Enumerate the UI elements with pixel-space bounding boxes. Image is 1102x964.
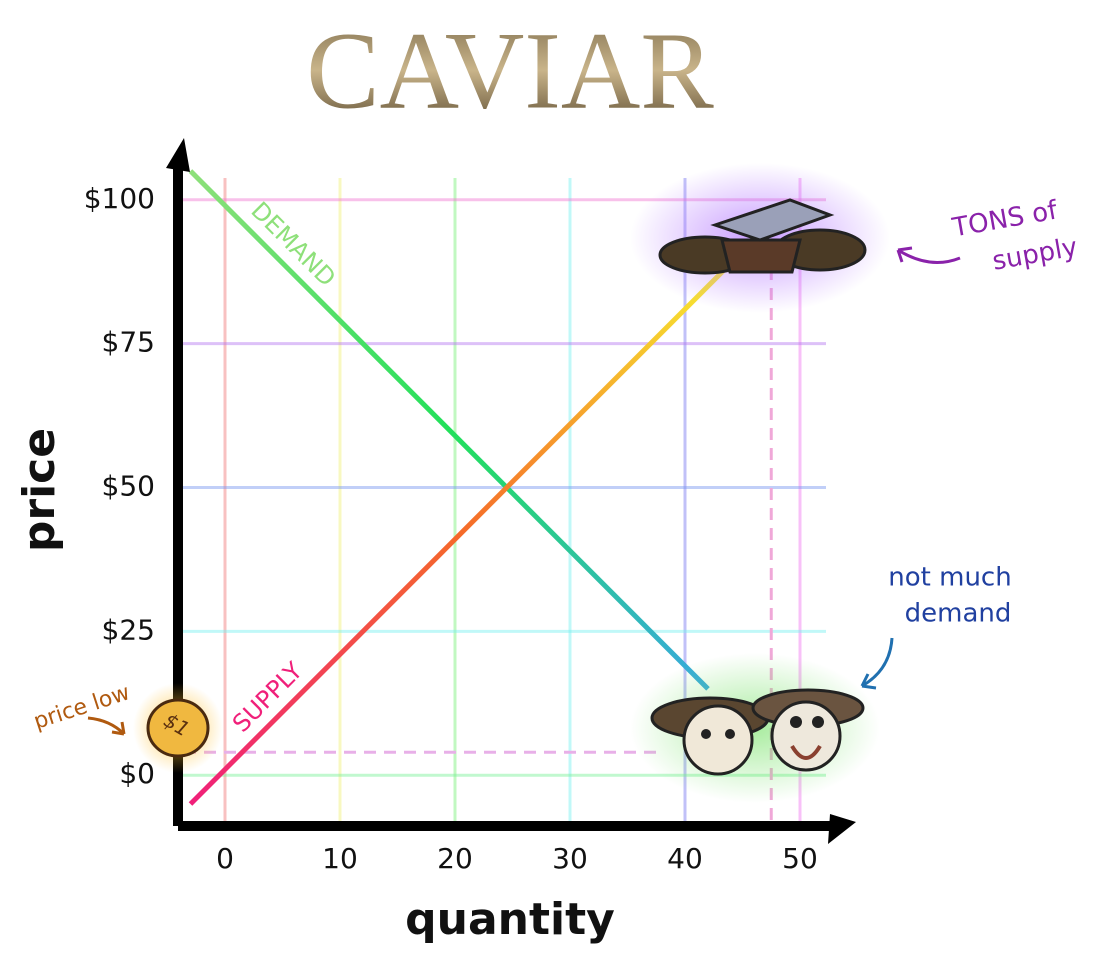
supply-note: TONS of xyxy=(949,195,1060,243)
x-tick-label: 0 xyxy=(216,842,234,875)
y-tick-label: $0 xyxy=(119,757,155,790)
x-tick-label: 50 xyxy=(782,842,818,875)
y-tick-label: $75 xyxy=(102,326,155,359)
series-label: DEMAND xyxy=(246,196,342,292)
demand-note: demand xyxy=(905,599,1012,629)
chart-title: CAVIAR xyxy=(306,9,714,131)
x-tick-label: 40 xyxy=(667,842,703,875)
arrow xyxy=(87,716,126,736)
x-tick-label: 10 xyxy=(322,842,358,875)
series-line xyxy=(188,169,710,691)
y-tick-label: $100 xyxy=(84,182,155,215)
coin-illustration: $1 xyxy=(133,683,223,773)
caviar-illustration xyxy=(630,163,890,313)
x-tick-label: 20 xyxy=(437,842,473,875)
x-axis-label: quantity xyxy=(405,894,615,945)
demand-note: not much xyxy=(888,563,1011,593)
arrow xyxy=(860,637,894,690)
pirates-illustration xyxy=(630,653,880,803)
y-tick-label: $25 xyxy=(102,613,155,646)
arrow xyxy=(896,246,961,264)
series-line xyxy=(188,261,733,806)
y-axis-label: price xyxy=(14,428,65,552)
supply-note: supply xyxy=(990,232,1080,276)
y-tick-label: $50 xyxy=(102,470,155,503)
price-note: price low xyxy=(31,680,133,734)
x-tick-label: 30 xyxy=(552,842,588,875)
